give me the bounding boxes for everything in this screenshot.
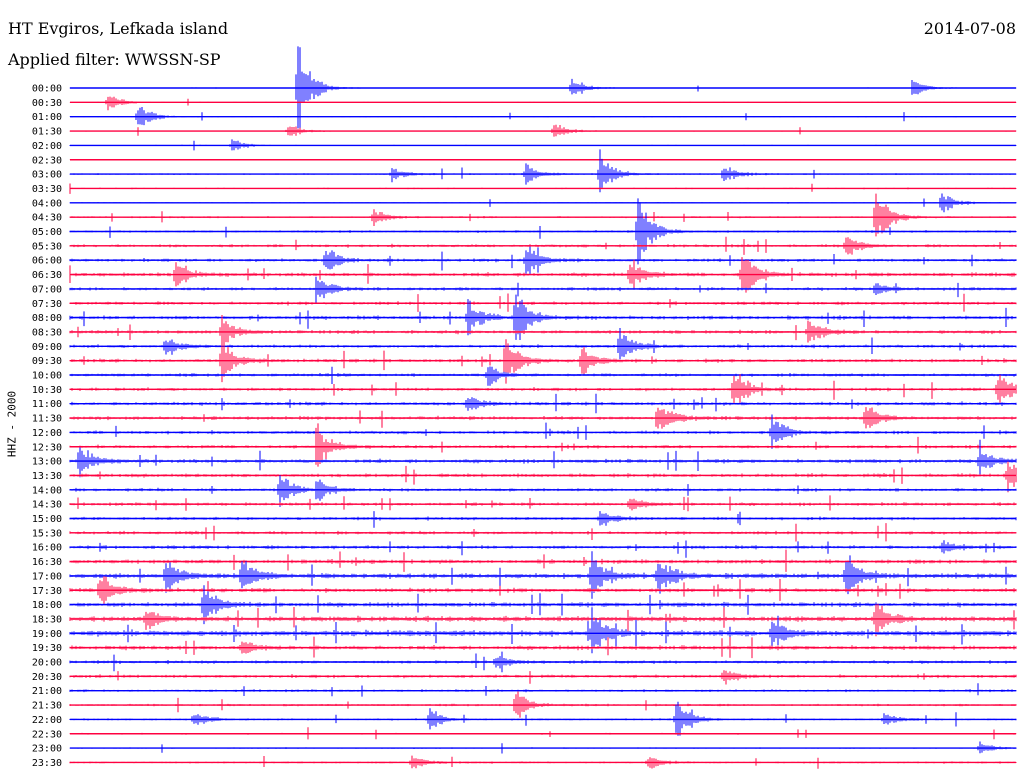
time-label: 11:00 bbox=[32, 399, 62, 410]
time-label: 12:00 bbox=[32, 428, 62, 439]
trace-waveform bbox=[69, 755, 1017, 769]
time-label: 13:00 bbox=[32, 457, 62, 468]
time-label: 22:00 bbox=[32, 715, 62, 726]
time-label: 17:30 bbox=[32, 586, 62, 597]
time-label: 06:30 bbox=[32, 270, 62, 281]
time-label: 01:30 bbox=[32, 127, 62, 138]
trace-waveform bbox=[69, 338, 1017, 384]
time-label: 13:30 bbox=[32, 471, 62, 482]
time-label: 07:30 bbox=[32, 299, 62, 310]
time-label: 08:00 bbox=[32, 313, 62, 324]
time-label: 07:00 bbox=[32, 284, 62, 295]
time-label: 04:30 bbox=[32, 213, 62, 224]
time-label: 01:00 bbox=[32, 112, 62, 123]
trace-waveform bbox=[69, 149, 1017, 193]
trace-waveform bbox=[69, 576, 1017, 605]
trace-waveform bbox=[69, 439, 1017, 478]
trace-waveform bbox=[69, 511, 1017, 528]
trace-waveform bbox=[69, 315, 1017, 348]
time-label: 22:30 bbox=[32, 729, 62, 740]
trace-waveform bbox=[69, 193, 1017, 237]
time-label: 09:00 bbox=[32, 342, 62, 353]
trace-waveform bbox=[69, 328, 1017, 360]
time-label: 09:30 bbox=[32, 356, 62, 367]
trace-waveform bbox=[69, 670, 1017, 685]
trace-waveform bbox=[69, 276, 1017, 303]
time-label: 14:00 bbox=[32, 485, 62, 496]
time-label: 00:00 bbox=[32, 84, 62, 95]
trace-waveform bbox=[69, 107, 1017, 126]
time-label: 06:00 bbox=[32, 256, 62, 267]
trace-waveform bbox=[69, 475, 1017, 507]
time-label: 19:00 bbox=[32, 629, 62, 640]
trace-waveform bbox=[69, 540, 1017, 558]
time-label: 16:30 bbox=[32, 557, 62, 568]
trace-waveform bbox=[69, 414, 1017, 449]
trace-waveform bbox=[69, 193, 1017, 213]
time-label: 10:30 bbox=[32, 385, 62, 396]
time-label: 11:30 bbox=[32, 414, 62, 425]
trace-waveform bbox=[69, 198, 1017, 265]
trace-waveform bbox=[69, 741, 1017, 754]
trace-waveform bbox=[69, 636, 1017, 659]
time-label: 03:30 bbox=[32, 184, 62, 195]
time-label: 05:00 bbox=[32, 227, 62, 238]
time-label: 15:00 bbox=[32, 514, 62, 525]
time-label: 21:30 bbox=[32, 701, 62, 712]
trace-waveform bbox=[69, 236, 1017, 255]
time-label: 10:00 bbox=[32, 371, 62, 382]
trace-waveform bbox=[69, 374, 1017, 405]
trace-waveform bbox=[69, 651, 1017, 673]
trace-waveform bbox=[69, 549, 1017, 572]
trace-waveform bbox=[69, 607, 1017, 654]
trace-waveform bbox=[69, 294, 1017, 340]
trace-waveform bbox=[69, 727, 1017, 740]
time-label: 17:00 bbox=[32, 571, 62, 582]
trace-waveform bbox=[69, 407, 1017, 429]
time-label: 12:30 bbox=[32, 442, 62, 453]
trace-waveform bbox=[69, 257, 1017, 293]
time-label: 05:30 bbox=[32, 241, 62, 252]
trace-waveform bbox=[69, 523, 1017, 542]
time-label: 19:30 bbox=[32, 643, 62, 654]
trace-waveform bbox=[69, 246, 1017, 275]
trace-waveform bbox=[69, 393, 1017, 414]
time-label: 18:30 bbox=[32, 614, 62, 625]
time-label: 04:00 bbox=[32, 198, 62, 209]
time-label: 18:00 bbox=[32, 600, 62, 611]
station-title: HT Evgiros, Lefkada island bbox=[8, 19, 229, 38]
trace-waveform bbox=[69, 159, 1017, 161]
trace-waveform bbox=[69, 96, 1017, 111]
trace-waveform bbox=[69, 683, 1017, 697]
record-date: 2014-07-08 bbox=[923, 19, 1016, 38]
trace-waveform bbox=[69, 124, 1017, 137]
trace-waveform bbox=[69, 585, 1017, 625]
trace-waveform bbox=[69, 423, 1017, 467]
trace-waveform bbox=[69, 139, 1017, 151]
time-label: 20:00 bbox=[32, 658, 62, 669]
time-label: 03:00 bbox=[32, 170, 62, 181]
trace-waveform bbox=[69, 701, 1017, 736]
filter-label: Applied filter: WWSSN-SP bbox=[8, 50, 221, 69]
time-label: 20:30 bbox=[32, 672, 62, 683]
time-label: 23:30 bbox=[32, 758, 62, 769]
time-label: 02:00 bbox=[32, 141, 62, 152]
time-label: 02:30 bbox=[32, 155, 62, 166]
trace-waveform bbox=[69, 691, 1017, 718]
trace-waveform bbox=[69, 183, 1017, 194]
trace-waveform bbox=[69, 46, 1017, 132]
time-label: 16:00 bbox=[32, 543, 62, 554]
trace-waveform bbox=[69, 495, 1017, 512]
time-label: 08:30 bbox=[32, 327, 62, 338]
time-label: 00:30 bbox=[32, 98, 62, 109]
time-label: 15:30 bbox=[32, 528, 62, 539]
time-label: 21:00 bbox=[32, 686, 62, 697]
trace-waveform bbox=[69, 293, 1017, 312]
time-label: 14:30 bbox=[32, 500, 62, 511]
trace-waveform bbox=[69, 366, 1017, 386]
trace-waveform bbox=[69, 551, 1017, 599]
time-label: 23:00 bbox=[32, 744, 62, 755]
